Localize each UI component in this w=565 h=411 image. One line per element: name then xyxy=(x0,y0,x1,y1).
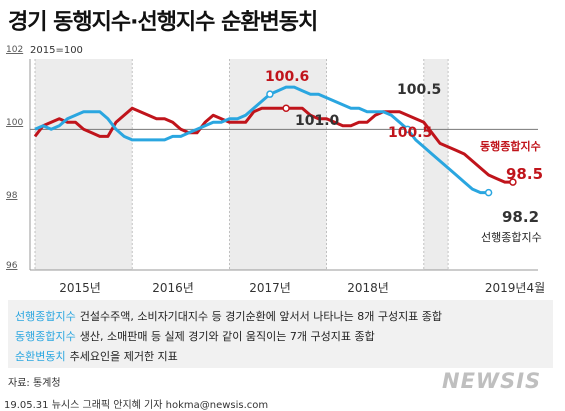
base-year-note: 2015=100 xyxy=(30,45,83,56)
legend-key-cyclical: 순환변동치 xyxy=(15,350,66,363)
legend-row-leading: 선행종합지수 건설수주액, 소비자기대지수 등 경기순환에 앞서서 나타나는 8개… xyxy=(15,308,442,324)
annotation-label-4: 98.5 xyxy=(506,165,543,183)
annotation-label-3: 100.5 xyxy=(388,125,432,141)
x-tick-label-3: 2018년 xyxy=(347,281,389,295)
marker-coincident-peak xyxy=(282,104,290,112)
annotation-label-2: 100.5 xyxy=(397,82,441,98)
annotation-label-0: 100.6 xyxy=(265,69,309,85)
x-tick-label-1: 2016년 xyxy=(152,281,194,295)
end-label-leading: 선행종합지수 xyxy=(481,231,542,244)
y-tick-label-100: 100 xyxy=(6,118,23,128)
source-note: 자료: 통계청 xyxy=(8,378,61,389)
legend-box: 선행종합지수 건설수주액, 소비자기대지수 등 경기순환에 앞서서 나타나는 8개… xyxy=(8,300,553,368)
credit-footer: 19.05.31 뉴시스 그래픽 안지혜 기자 hokma@newsis.com xyxy=(4,400,269,411)
y-tick-label-98: 98 xyxy=(6,191,18,201)
index-line-chart: 96 98 100 102 2015년 2016년 2017년 2018년 2019년4월 100… xyxy=(6,45,545,295)
legend-text-leading: 건설수주액, 소비자기대지수 등 경기순환에 앞서서 나타나는 8개 구성지표 … xyxy=(79,310,443,323)
x-tick-label-4: 2019년4월 xyxy=(485,281,545,295)
legend-text-coincident: 생산, 소매판매 등 실제 경기와 같이 움직이는 7개 구성지표 종합 xyxy=(79,330,375,343)
legend-row-cyclical: 순환변동치 추세요인을 제거한 지표 xyxy=(15,348,178,364)
end-label-coincident: 동행종합지수 xyxy=(480,139,541,153)
y-tick-label-102: 102 xyxy=(6,45,23,55)
annotation-label-1: 101.0 xyxy=(295,113,340,129)
x-tick-label-0: 2015년 xyxy=(59,281,101,295)
newsis-logo: NEWSIS xyxy=(442,369,542,393)
page-title: 경기 동행지수·선행지수 순환변동치 xyxy=(8,10,318,35)
series-end-marker-0 xyxy=(509,178,517,186)
series-end-marker-1 xyxy=(484,188,493,197)
legend-key-coincident: 동행종합지수 xyxy=(15,330,76,343)
legend-text-cyclical: 추세요인을 제거한 지표 xyxy=(69,350,178,363)
series-line-0 xyxy=(33,106,513,184)
shaded-period-0 xyxy=(35,59,133,270)
legend-row-coincident: 동행종합지수 생산, 소매판매 등 실제 경기와 같이 움직이는 7개 구성지표 … xyxy=(15,328,375,344)
x-tick-label-2: 2017년 xyxy=(249,281,291,295)
legend-key-leading: 선행종합지수 xyxy=(15,310,76,323)
y-tick-label-96: 96 xyxy=(6,261,18,271)
marker-leading-peak-a xyxy=(266,90,274,98)
marker-leading-peak-b xyxy=(403,125,412,134)
series-line-1 xyxy=(34,85,489,195)
annotation-label-5: 98.2 xyxy=(502,208,539,226)
